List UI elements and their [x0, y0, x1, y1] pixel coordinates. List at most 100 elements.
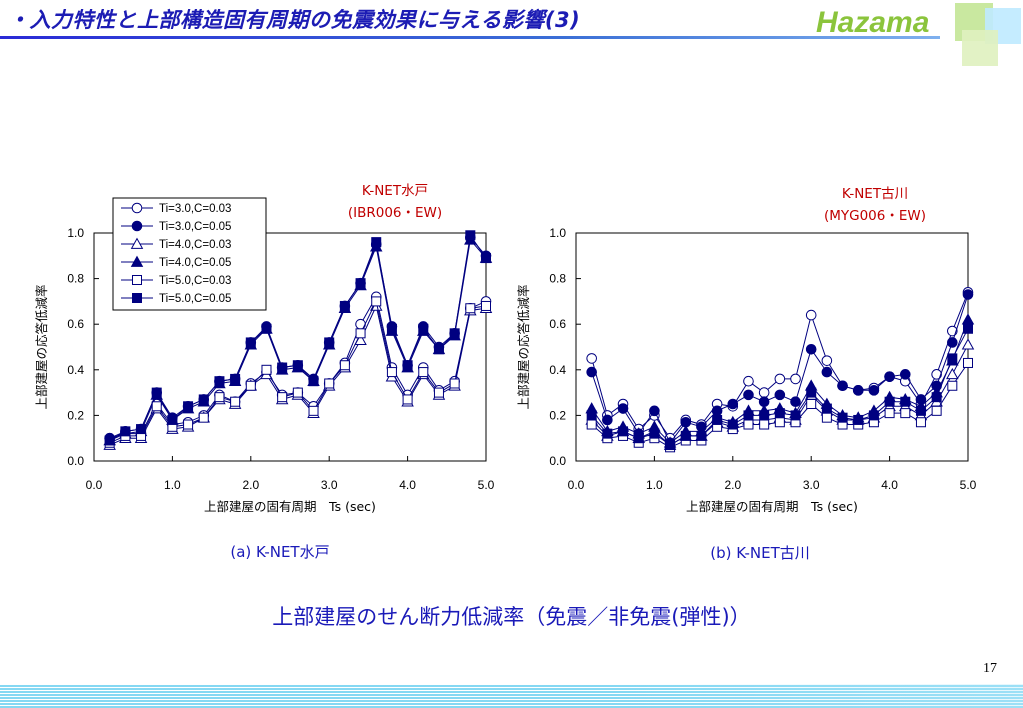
- data-point: [759, 419, 770, 430]
- data-point: [946, 367, 959, 380]
- data-point: [915, 405, 926, 416]
- subplot-caption: (b) K-NET古川: [710, 544, 810, 562]
- legend-marker: [130, 255, 144, 267]
- data-point: [962, 289, 974, 300]
- data-point: [774, 417, 785, 428]
- data-point: [884, 371, 895, 382]
- legend-marker: [130, 237, 144, 249]
- data-point: [915, 417, 926, 428]
- data-point: [963, 357, 973, 368]
- x-tick-label: 4.0: [399, 478, 416, 492]
- data-point: [465, 230, 476, 241]
- data-point: [618, 426, 629, 437]
- data-point: [261, 323, 272, 334]
- data-point: [931, 392, 942, 403]
- data-point: [198, 394, 209, 405]
- data-point: [586, 353, 597, 364]
- y-tick-label: 1.0: [549, 226, 566, 240]
- data-point: [151, 401, 162, 412]
- series-square-filled: [104, 230, 491, 446]
- data-point: [900, 408, 911, 419]
- data-point: [774, 373, 786, 385]
- y-axis-label: 上部建屋の応答低減率: [516, 284, 531, 409]
- data-point: [649, 405, 660, 417]
- title-underline: [0, 36, 940, 39]
- data-point: [214, 376, 225, 387]
- data-point: [853, 414, 864, 425]
- chart-kiyoshi-mito: 0.0 0.2 0.4 0.6 0.8 1.0 0.0 1.0 2.0 3.0 4.0 5.0 上部建屋…: [34, 183, 495, 561]
- data-point: [418, 367, 429, 378]
- data-point: [339, 300, 350, 311]
- data-point: [727, 398, 739, 410]
- data-point: [586, 366, 597, 378]
- data-point: [151, 387, 162, 398]
- data-point: [230, 396, 241, 407]
- slide-title: ・入力特性と上部構造固有周期の免震効果に与える影響(3): [8, 8, 581, 32]
- data-point: [198, 412, 209, 423]
- data-point: [821, 366, 833, 378]
- data-point: [712, 414, 723, 425]
- data-point: [806, 387, 817, 398]
- y-tick-label: 0.4: [549, 363, 566, 377]
- data-point: [277, 392, 288, 403]
- data-point: [900, 396, 911, 407]
- data-point: [821, 355, 833, 366]
- y-tick-label: 0.8: [67, 272, 84, 286]
- x-axis-label: 上部建屋の固有周期 Ts (sec): [686, 499, 858, 514]
- charts-canvas: 0.0 0.2 0.4 0.6 0.8 1.0 0.0 1.0 2.0 3.0 4.0 5.0 上部建屋…: [34, 183, 977, 562]
- data-point: [961, 338, 975, 350]
- data-point: [402, 360, 413, 371]
- data-point: [308, 376, 319, 387]
- data-point: [743, 419, 754, 430]
- y-tick-label: 1.0: [67, 226, 84, 240]
- data-point: [292, 387, 303, 398]
- data-point: [743, 410, 754, 421]
- data-point: [183, 401, 194, 412]
- data-point: [884, 408, 895, 419]
- station-annotation-code: (IBR006・EW): [348, 205, 442, 221]
- data-point: [386, 367, 397, 378]
- y-tick-label: 0.2: [67, 408, 84, 422]
- subplot-caption: (a) K-NET水戸: [230, 543, 329, 561]
- series-square-filled: [586, 323, 973, 451]
- data-point: [465, 303, 476, 314]
- data-point: [371, 296, 382, 307]
- data-point: [230, 373, 241, 384]
- x-tick-label: 0.0: [568, 478, 585, 492]
- data-point: [602, 414, 613, 426]
- data-point: [837, 380, 848, 392]
- data-point: [433, 387, 444, 398]
- data-point: [743, 389, 754, 401]
- x-tick-label: 1.0: [646, 478, 663, 492]
- chart-furukawa: 0.0 0.2 0.4 0.6 0.8 1.0 0.0 1.0 2.0 3.0 4.0 5.0 上部建屋…: [516, 186, 977, 562]
- x-tick-label: 0.0: [86, 478, 103, 492]
- footer-band: [0, 684, 1023, 708]
- legend-box: [112, 197, 267, 311]
- data-point: [727, 419, 738, 430]
- data-point: [586, 419, 597, 430]
- x-axis-label: 上部建屋の固有周期 Ts (sec): [204, 499, 376, 514]
- legend-marker: [132, 275, 142, 285]
- data-point: [790, 373, 801, 385]
- legend-entry: Ti=5.0,C=0.05: [159, 293, 231, 305]
- data-point: [963, 323, 973, 334]
- y-tick-label: 0.0: [67, 454, 84, 468]
- data-point: [386, 323, 397, 334]
- data-point: [167, 414, 178, 425]
- data-point: [104, 435, 115, 446]
- footer-fade: [0, 684, 1023, 708]
- legend-entry: Ti=3.0,C=0.03: [159, 203, 231, 215]
- data-point: [308, 405, 319, 416]
- x-tick-label: 5.0: [478, 478, 495, 492]
- page-number: 17: [983, 661, 997, 676]
- data-point: [680, 430, 691, 441]
- data-point: [868, 410, 879, 421]
- y-tick-label: 0.4: [67, 363, 84, 377]
- data-point: [947, 380, 958, 391]
- data-point: [806, 399, 817, 409]
- data-point: [402, 394, 413, 405]
- x-tick-label: 2.0: [724, 478, 741, 492]
- data-point: [649, 428, 660, 439]
- data-point: [790, 410, 801, 421]
- data-point: [931, 405, 942, 416]
